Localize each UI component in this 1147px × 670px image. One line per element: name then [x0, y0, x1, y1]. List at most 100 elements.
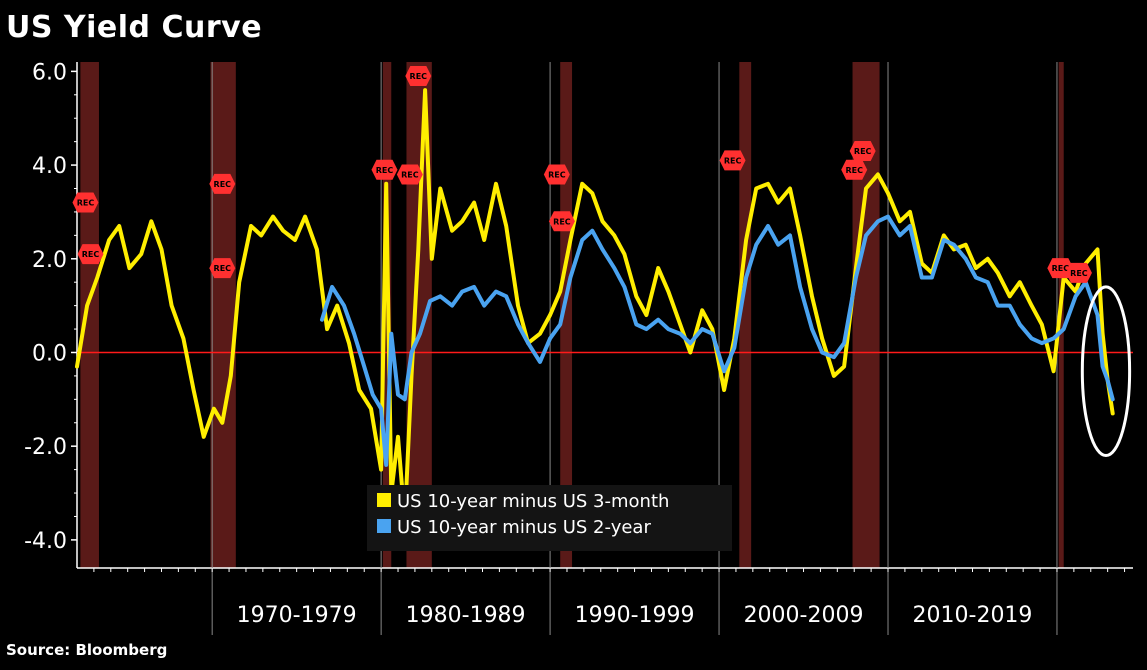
decade-label: 2010-2019: [913, 603, 1033, 628]
series-point-10y-2y: [678, 332, 682, 336]
legend-swatch: [377, 519, 391, 533]
series-point-10y-2y: [1018, 322, 1022, 326]
series-point-10y-2y: [710, 332, 714, 336]
series-point-10y-3m: [149, 219, 153, 223]
y-tick-label: 6.0: [32, 60, 67, 85]
series-point-10y-2y: [418, 332, 422, 336]
series-point-10y-2y: [526, 341, 530, 345]
rec-marker: [543, 164, 570, 185]
series-point-10y-3m: [986, 257, 990, 261]
series-point-10y-3m: [75, 364, 79, 369]
rec-marker: [405, 66, 432, 87]
series-point-10y-2y: [854, 275, 858, 280]
series-point-10y-2y: [920, 275, 924, 280]
series-point-10y-3m: [974, 266, 978, 270]
series-point-10y-2y: [732, 346, 736, 350]
series-point-10y-2y: [548, 336, 552, 341]
series-point-10y-3m: [1018, 280, 1022, 284]
decade-label: 2000-2009: [744, 603, 864, 628]
y-tick-label: 0.0: [32, 341, 67, 366]
series-point-10y-3m: [580, 182, 584, 186]
series-point-10y-3m: [384, 182, 388, 186]
rec-marker-label: REC: [1070, 269, 1088, 278]
y-tick-label: 4.0: [32, 154, 67, 179]
rec-marker-label: REC: [845, 166, 863, 175]
series-point-10y-2y: [494, 289, 498, 294]
series-point-10y-3m: [237, 280, 241, 284]
recession-band: [80, 62, 99, 568]
rec-marker: [1065, 262, 1092, 283]
series-point-10y-2y: [379, 407, 383, 411]
series-point-10y-3m: [548, 313, 552, 317]
legend: US 10-year minus US 3-month US 10-year mi…: [367, 485, 732, 551]
series-point-10y-2y: [656, 318, 660, 322]
legend-label: US 10-year minus US 2-year: [397, 517, 651, 538]
series-point-10y-2y: [898, 233, 902, 237]
series-point-10y-3m: [127, 266, 131, 270]
series-point-10y-2y: [504, 294, 508, 298]
legend-label: US 10-year minus US 3-month: [397, 491, 669, 512]
series-point-10y-3m: [516, 304, 520, 308]
series-line-10y-2y: [320, 214, 1115, 467]
series-point-10y-3m: [95, 275, 99, 280]
rec-marker-label: REC: [1052, 264, 1070, 273]
series-point-10y-3m: [472, 200, 476, 205]
y-tick-label: -2.0: [24, 435, 67, 460]
series-point-10y-3m: [139, 252, 143, 256]
rec-marker-label: REC: [854, 147, 872, 156]
series-point-10y-3m: [504, 224, 508, 228]
series-point-10y-3m: [293, 238, 297, 242]
series-point-10y-3m: [107, 238, 111, 242]
series-point-10y-2y: [908, 224, 912, 228]
series-point-10y-2y: [371, 393, 375, 397]
series-point-10y-3m: [634, 294, 638, 298]
series-point-10y-3m: [1051, 369, 1056, 373]
series-point-10y-2y: [1100, 364, 1105, 369]
rec-marker: [841, 159, 868, 180]
series-point-10y-2y: [389, 332, 393, 336]
series-point-10y-3m: [1040, 322, 1044, 326]
series-line-10y-3m: [75, 88, 1115, 524]
series-point-10y-3m: [754, 186, 758, 191]
decade-label: 1980-1989: [406, 603, 526, 628]
series-point-10y-2y: [538, 360, 542, 364]
rec-marker: [548, 211, 575, 232]
series-point-10y-3m: [396, 435, 400, 439]
series-point-10y-3m: [886, 191, 890, 195]
series-point-10y-2y: [842, 341, 846, 345]
series-point-10y-3m: [335, 304, 339, 308]
series-point-10y-3m: [842, 364, 846, 369]
series-point-10y-3m: [181, 336, 186, 341]
series-point-10y-2y: [600, 247, 605, 252]
legend-box: [367, 485, 732, 551]
series-point-10y-3m: [416, 247, 420, 252]
series-point-10y-2y: [820, 350, 824, 355]
series-point-10y-2y: [330, 285, 334, 289]
series-point-10y-2y: [590, 229, 594, 233]
series-point-10y-3m: [744, 238, 748, 242]
series-point-10y-3m: [942, 233, 946, 237]
series-point-10y-3m: [898, 219, 902, 223]
series-point-10y-2y: [516, 322, 520, 326]
series-point-10y-3m: [700, 308, 704, 312]
series-point-10y-2y: [798, 285, 802, 289]
series-point-10y-2y: [666, 327, 670, 331]
series-point-10y-3m: [666, 289, 670, 294]
rec-marker-label: REC: [401, 170, 419, 179]
recession-band: [560, 62, 573, 568]
series-point-10y-3m: [864, 186, 868, 191]
series-point-10y-2y: [558, 322, 562, 326]
series-point-10y-2y: [362, 364, 366, 369]
series-point-10y-2y: [876, 219, 880, 223]
series-point-10y-3m: [281, 229, 285, 233]
series-point-10y-2y: [320, 318, 324, 322]
rec-marker: [209, 258, 236, 279]
series-point-10y-2y: [864, 233, 868, 237]
series-point-10y-2y: [1095, 313, 1100, 317]
series-point-10y-2y: [1106, 378, 1110, 383]
series-point-10y-3m: [249, 224, 253, 228]
rec-marker-label: REC: [548, 170, 566, 179]
series-point-10y-2y: [403, 397, 407, 401]
series-point-10y-2y: [580, 238, 584, 242]
